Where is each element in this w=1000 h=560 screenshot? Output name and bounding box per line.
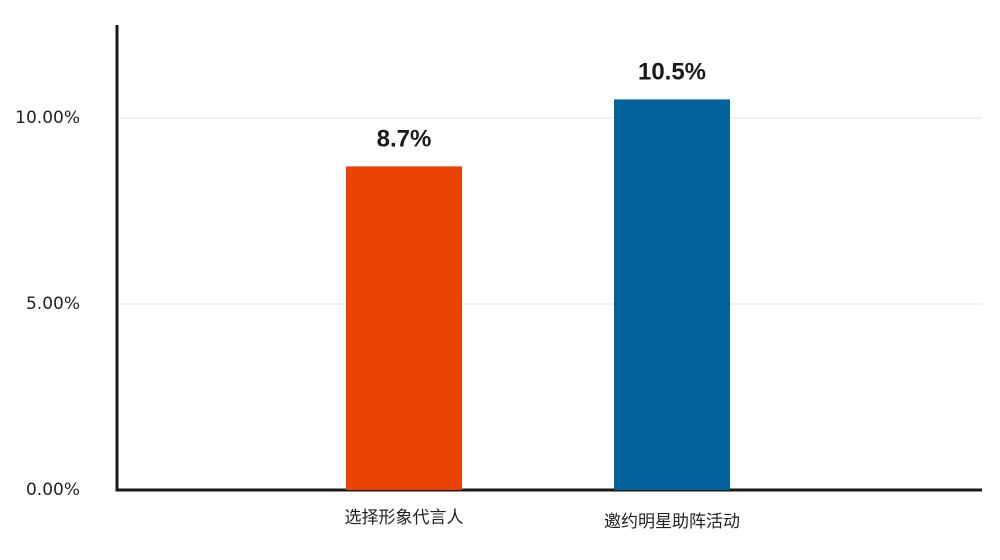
value-label: 10.5% (638, 59, 706, 86)
y-tick-label: 10.00% (15, 108, 80, 128)
x-tick-label: 邀约明星助阵活动 (604, 512, 740, 532)
bar (614, 99, 730, 491)
y-tick-label: 5.00% (26, 294, 80, 314)
bar (346, 166, 462, 491)
x-tick-label: 选择形象代言人 (345, 508, 464, 528)
value-label: 8.7% (377, 126, 432, 153)
y-tick-label: 0.00% (26, 480, 80, 500)
